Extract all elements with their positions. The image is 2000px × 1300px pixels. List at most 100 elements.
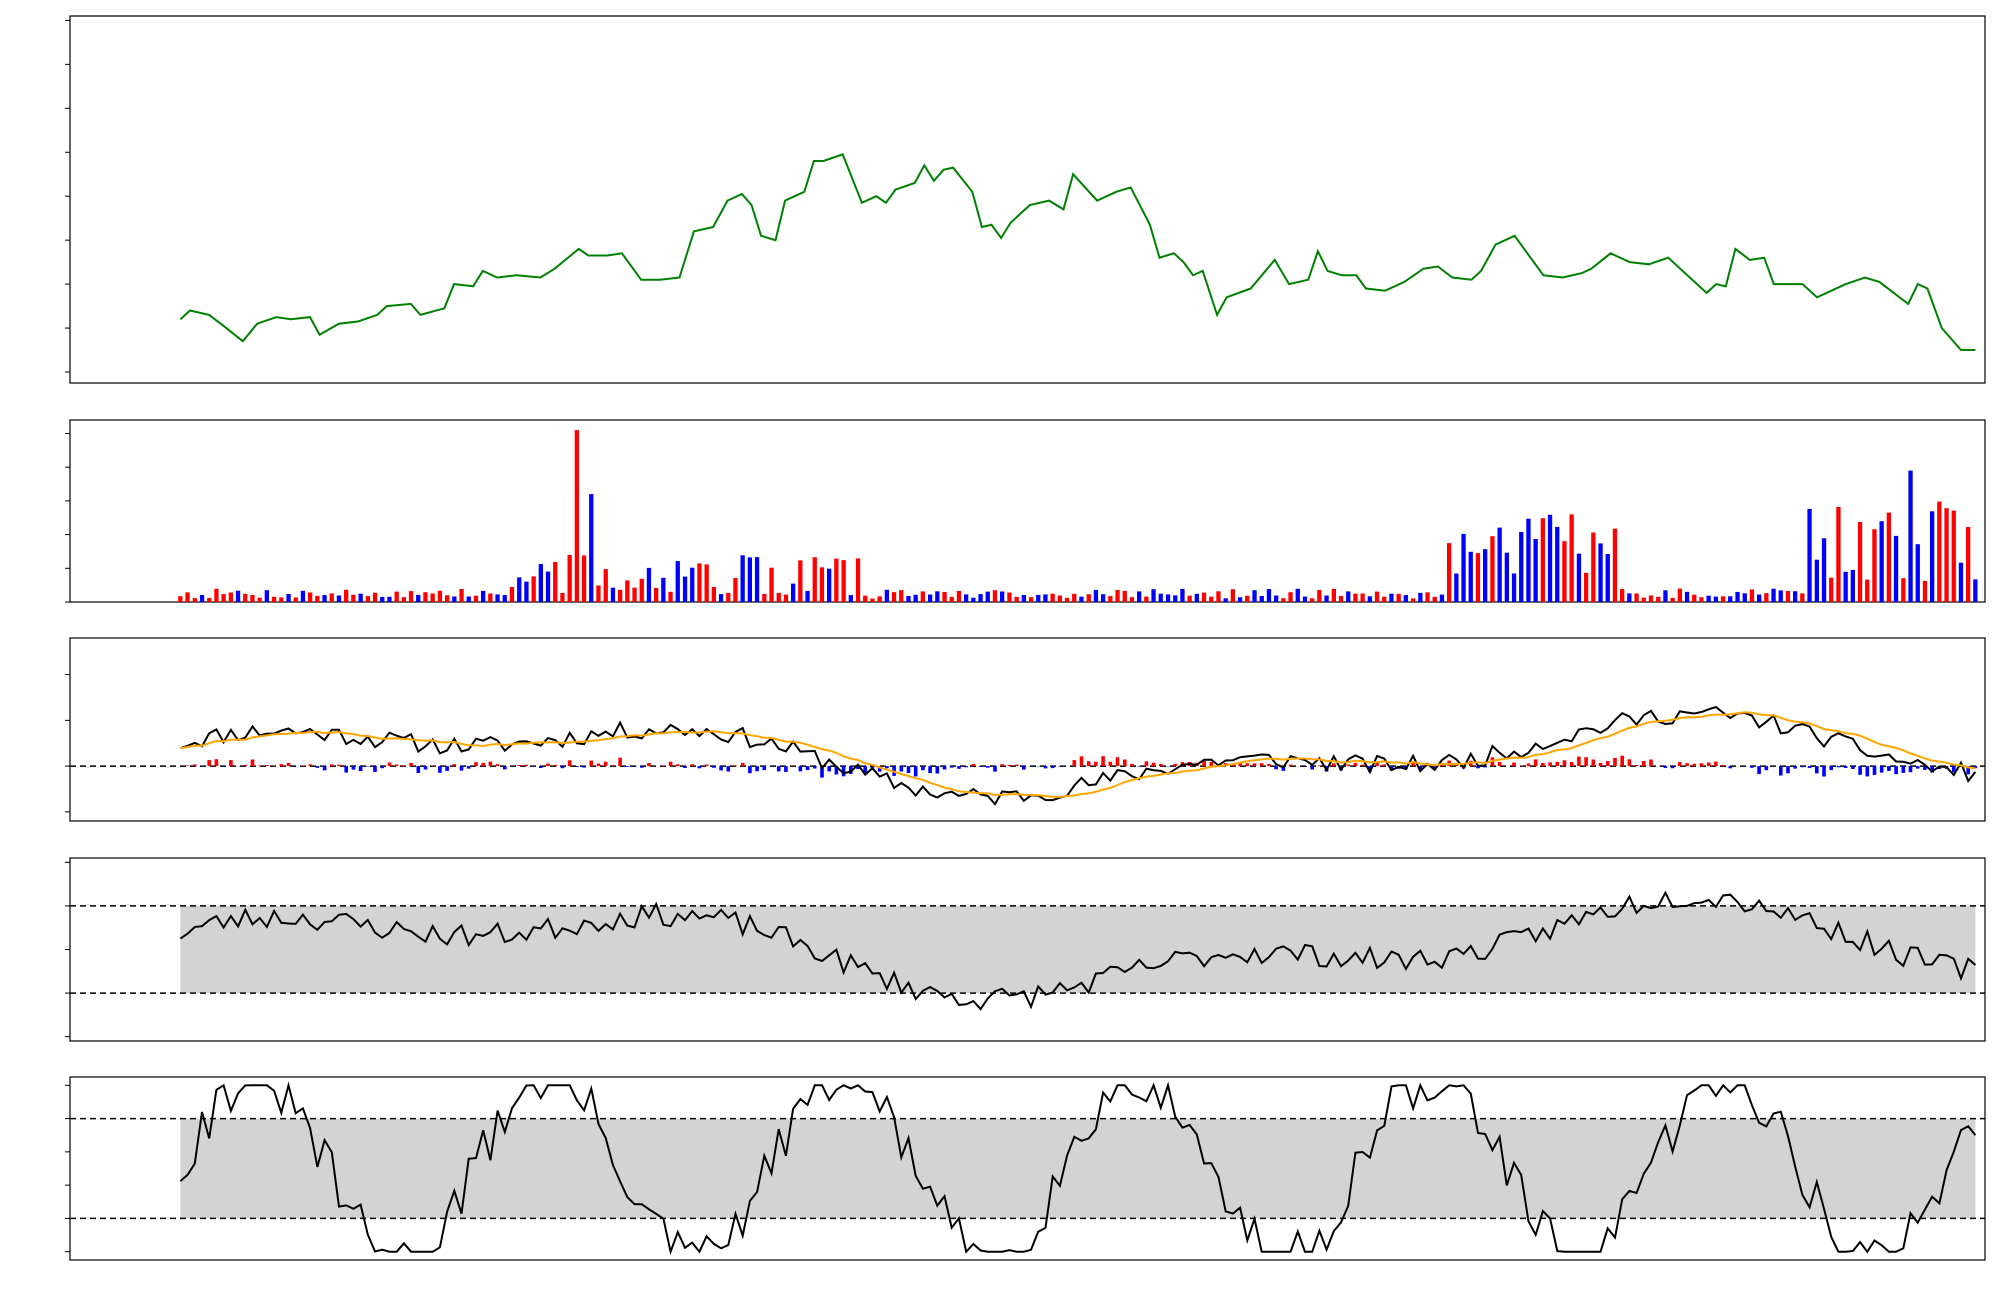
- volume-bar: [1857, 522, 1863, 602]
- volume-bar: [1389, 593, 1394, 602]
- volume-bar: [1605, 554, 1610, 602]
- macd-histogram-bar: [784, 766, 788, 772]
- macd-histogram-bar: [625, 766, 630, 767]
- volume-bar: [1793, 591, 1798, 602]
- volume-bar: [1627, 593, 1632, 602]
- volume-bar: [733, 578, 738, 602]
- macd-histogram-bar: [805, 766, 810, 770]
- volume-bar: [949, 596, 954, 602]
- volume-bar: [1180, 588, 1185, 602]
- volume-bar: [408, 591, 414, 602]
- volume-bar: [1598, 543, 1603, 602]
- volume-bar: [1360, 593, 1365, 602]
- macd-histogram-bar: [1807, 766, 1812, 768]
- volume-bar: [1872, 529, 1877, 602]
- macd-histogram-bar: [647, 763, 651, 767]
- volume-bar: [531, 576, 536, 602]
- volume-bar: [906, 596, 911, 602]
- macd-histogram-bar: [1497, 762, 1502, 767]
- volume-bar: [1865, 579, 1870, 602]
- volume-bar: [423, 592, 428, 602]
- macd-histogram-bar: [1598, 762, 1603, 767]
- macd-histogram-bar: [423, 766, 428, 770]
- volume-bar: [459, 589, 464, 602]
- price-panel-frame: [69, 15, 1986, 384]
- macd-histogram-bar: [935, 766, 940, 774]
- macd-histogram-bar: [1555, 761, 1560, 767]
- macd-histogram-bar: [387, 762, 392, 767]
- volume-bar: [1973, 579, 1978, 602]
- volume-bar: [560, 593, 565, 602]
- macd-panel: [65, 637, 1986, 822]
- volume-bar: [495, 594, 500, 602]
- macd-histogram-bar: [1923, 766, 1927, 770]
- macd-histogram-bar: [1786, 766, 1790, 774]
- volume-bar: [1000, 591, 1005, 602]
- volume-bar: [178, 596, 183, 602]
- volume-bar: [827, 568, 832, 602]
- volume-bar: [365, 596, 370, 602]
- volume-bar: [1259, 596, 1264, 602]
- volume-bar: [834, 558, 839, 602]
- macd-histogram-bar: [524, 764, 529, 767]
- volume-bar: [1497, 527, 1502, 602]
- macd-histogram-bar: [1915, 766, 1920, 769]
- macd-histogram-bar: [1526, 763, 1531, 767]
- macd-histogram-bar: [1512, 762, 1516, 767]
- volume-bar: [1007, 592, 1012, 602]
- volume-bar: [387, 596, 392, 602]
- volume-bar: [1122, 590, 1127, 602]
- macd-histogram-bar: [315, 766, 320, 768]
- macd-histogram-bar: [640, 766, 644, 768]
- volume-bar: [473, 595, 479, 602]
- volume-bar: [509, 587, 515, 602]
- macd-histogram-bar: [661, 765, 666, 767]
- volume-bar: [1677, 588, 1682, 602]
- macd-histogram-bar: [394, 764, 399, 767]
- volume-bar: [192, 598, 197, 602]
- volume-bar: [1670, 597, 1675, 602]
- stochrsi-line: [179, 1081, 1977, 1256]
- macd-histogram-bar: [243, 764, 248, 767]
- volume-bar: [199, 595, 205, 602]
- volume-bar: [380, 596, 385, 602]
- macd-histogram-bar: [683, 766, 687, 768]
- macd-histogram-bar: [1822, 766, 1826, 777]
- volume-bar: [1944, 508, 1949, 602]
- volume-bar: [308, 592, 313, 602]
- volume-bar: [271, 596, 277, 602]
- volume-bar: [235, 590, 241, 602]
- macd-histogram-bar: [1159, 764, 1163, 767]
- volume-bar: [1771, 588, 1776, 602]
- volume-bar: [1713, 596, 1718, 602]
- macd-histogram-bar: [971, 764, 976, 767]
- macd-histogram-bar: [1649, 759, 1653, 767]
- volume-bar: [1021, 595, 1026, 602]
- macd-histogram-bar: [1634, 765, 1639, 767]
- volume-bar: [1158, 593, 1163, 602]
- macd-histogram-bar: [1043, 766, 1048, 769]
- macd-histogram-bar: [949, 766, 954, 768]
- volume-bar: [841, 560, 846, 602]
- macd-histogram-bar: [827, 766, 831, 772]
- macd-histogram-bar: [1332, 763, 1336, 767]
- macd-histogram-bar: [1851, 766, 1855, 769]
- macd-histogram-bar: [1411, 762, 1415, 767]
- macd-histogram-bar: [474, 762, 478, 767]
- macd-histogram-bar: [1086, 761, 1091, 767]
- macd-histogram-bar: [229, 760, 233, 767]
- macd-histogram-bar: [1764, 766, 1769, 771]
- macd-histogram-bar: [495, 764, 500, 767]
- macd-histogram-bar: [676, 764, 680, 767]
- volume-bar: [279, 597, 284, 602]
- macd-histogram-bar: [1079, 756, 1084, 767]
- volume-bar: [1901, 578, 1906, 602]
- volume-bar: [286, 594, 291, 602]
- volume-bar: [1072, 593, 1077, 602]
- macd-histogram-bar: [250, 759, 255, 767]
- volume-bar: [928, 594, 933, 602]
- volume-bar: [1742, 593, 1747, 602]
- macd-histogram-bar: [1678, 762, 1682, 767]
- macd-histogram-bar: [813, 766, 817, 769]
- volume-bar: [791, 583, 796, 602]
